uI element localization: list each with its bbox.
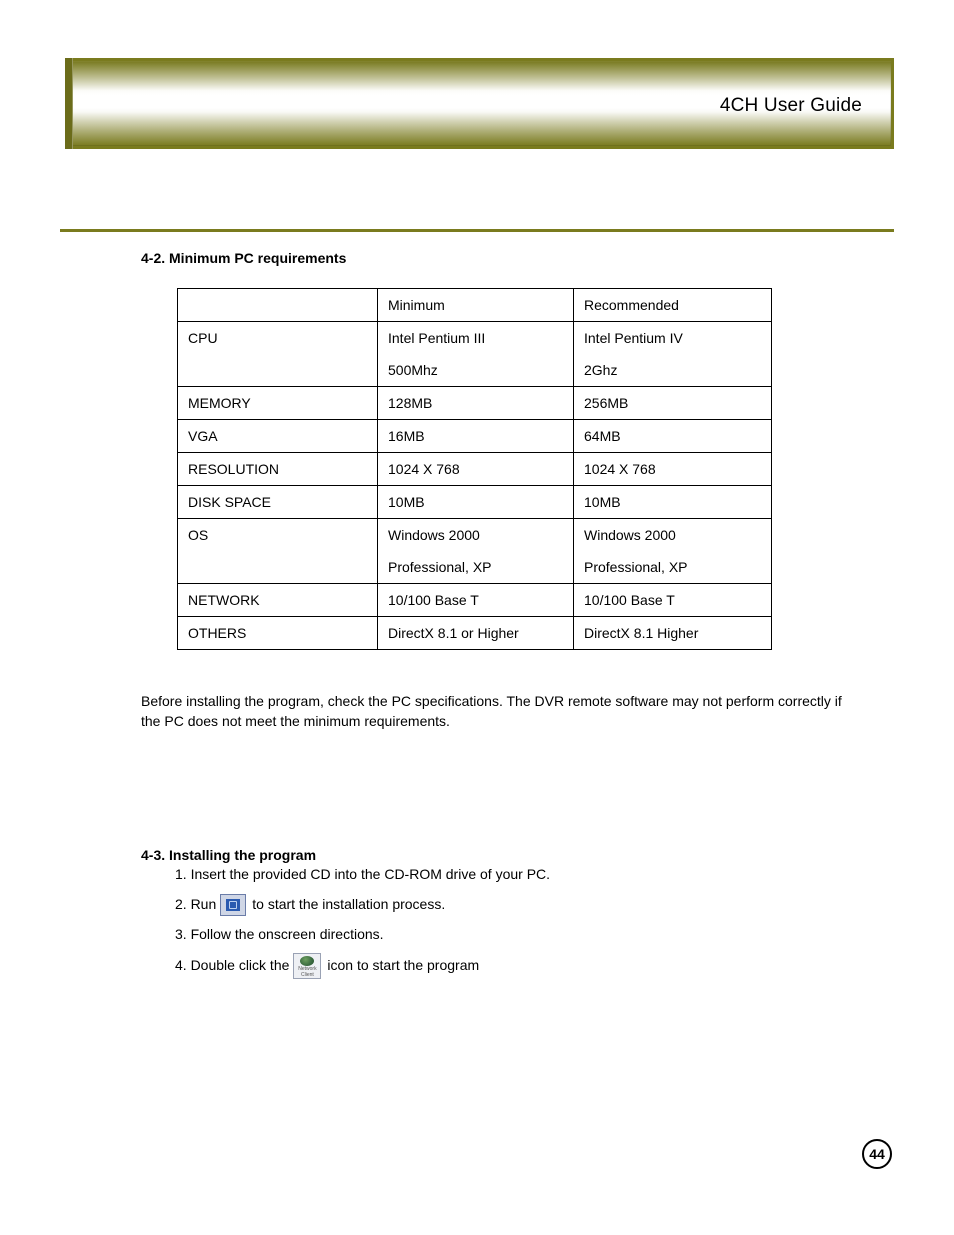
table-row: CPU Intel Pentium III Intel Pentium IV	[178, 322, 772, 355]
table-row: VGA 16MB 64MB	[178, 420, 772, 453]
cell: Recommended	[574, 289, 772, 322]
cell: 2Ghz	[574, 354, 772, 387]
header-left-spine	[65, 58, 73, 149]
cell: 10/100 Base T	[574, 584, 772, 617]
step-text-post: to start the installation process.	[252, 895, 445, 915]
cell: 16MB	[378, 420, 574, 453]
section-4-3-heading: 4-3. Installing the program	[141, 847, 316, 863]
cell	[178, 354, 378, 387]
section-4-2-heading: 4-2. Minimum PC requirements	[141, 250, 346, 266]
cell: 1024 X 768	[574, 453, 772, 486]
cell: Professional, XP	[574, 551, 772, 584]
cell: Windows 2000	[378, 519, 574, 552]
cell: 10/100 Base T	[378, 584, 574, 617]
cell: 256MB	[574, 387, 772, 420]
cell: DirectX 8.1 Higher	[574, 617, 772, 650]
cell: Intel Pentium III	[378, 322, 574, 355]
doc-title: 4CH User Guide	[720, 95, 862, 117]
cell: Minimum	[378, 289, 574, 322]
cell: 500Mhz	[378, 354, 574, 387]
table-row: RESOLUTION 1024 X 768 1024 X 768	[178, 453, 772, 486]
cell: Intel Pentium IV	[574, 322, 772, 355]
cell: 10MB	[574, 486, 772, 519]
cell: OS	[178, 519, 378, 552]
cell: 64MB	[574, 420, 772, 453]
cell	[178, 289, 378, 322]
cell: RESOLUTION	[178, 453, 378, 486]
installer-icon	[220, 894, 246, 916]
cell	[178, 551, 378, 584]
step-text-pre: 4. Double click the	[175, 956, 289, 976]
cell: DISK SPACE	[178, 486, 378, 519]
table-row: NETWORK 10/100 Base T 10/100 Base T	[178, 584, 772, 617]
cell: Professional, XP	[378, 551, 574, 584]
step-4: 4. Double click the Network Client icon …	[175, 953, 550, 979]
cell: OTHERS	[178, 617, 378, 650]
page-number: 44	[862, 1139, 892, 1169]
network-client-icon: Network Client	[293, 953, 321, 979]
step-3: 3. Follow the onscreen directions.	[175, 925, 550, 945]
cell: 10MB	[378, 486, 574, 519]
cell: Windows 2000	[574, 519, 772, 552]
step-text-post: icon to start the program	[327, 956, 479, 976]
table-row: 500Mhz 2Ghz	[178, 354, 772, 387]
requirements-note: Before installing the program, check the…	[141, 692, 861, 732]
table-row: Minimum Recommended	[178, 289, 772, 322]
cell: 128MB	[378, 387, 574, 420]
step-2: 2. Run to start the installation process…	[175, 894, 550, 916]
table-row: OS Windows 2000 Windows 2000	[178, 519, 772, 552]
step-text: 3. Follow the onscreen directions.	[175, 925, 384, 945]
install-steps: 1. Insert the provided CD into the CD-RO…	[175, 865, 550, 988]
cell: DirectX 8.1 or Higher	[378, 617, 574, 650]
table-row: Professional, XP Professional, XP	[178, 551, 772, 584]
cell: NETWORK	[178, 584, 378, 617]
requirements-table: Minimum Recommended CPU Intel Pentium II…	[177, 288, 772, 650]
table-row: OTHERS DirectX 8.1 or Higher DirectX 8.1…	[178, 617, 772, 650]
cell: 1024 X 768	[378, 453, 574, 486]
table-row: DISK SPACE 10MB 10MB	[178, 486, 772, 519]
step-text-pre: 2. Run	[175, 895, 216, 915]
cell: MEMORY	[178, 387, 378, 420]
step-1: 1. Insert the provided CD into the CD-RO…	[175, 865, 550, 885]
horizontal-divider	[60, 229, 894, 232]
cell: VGA	[178, 420, 378, 453]
cell: CPU	[178, 322, 378, 355]
step-text: 1. Insert the provided CD into the CD-RO…	[175, 865, 550, 885]
table-row: MEMORY 128MB 256MB	[178, 387, 772, 420]
